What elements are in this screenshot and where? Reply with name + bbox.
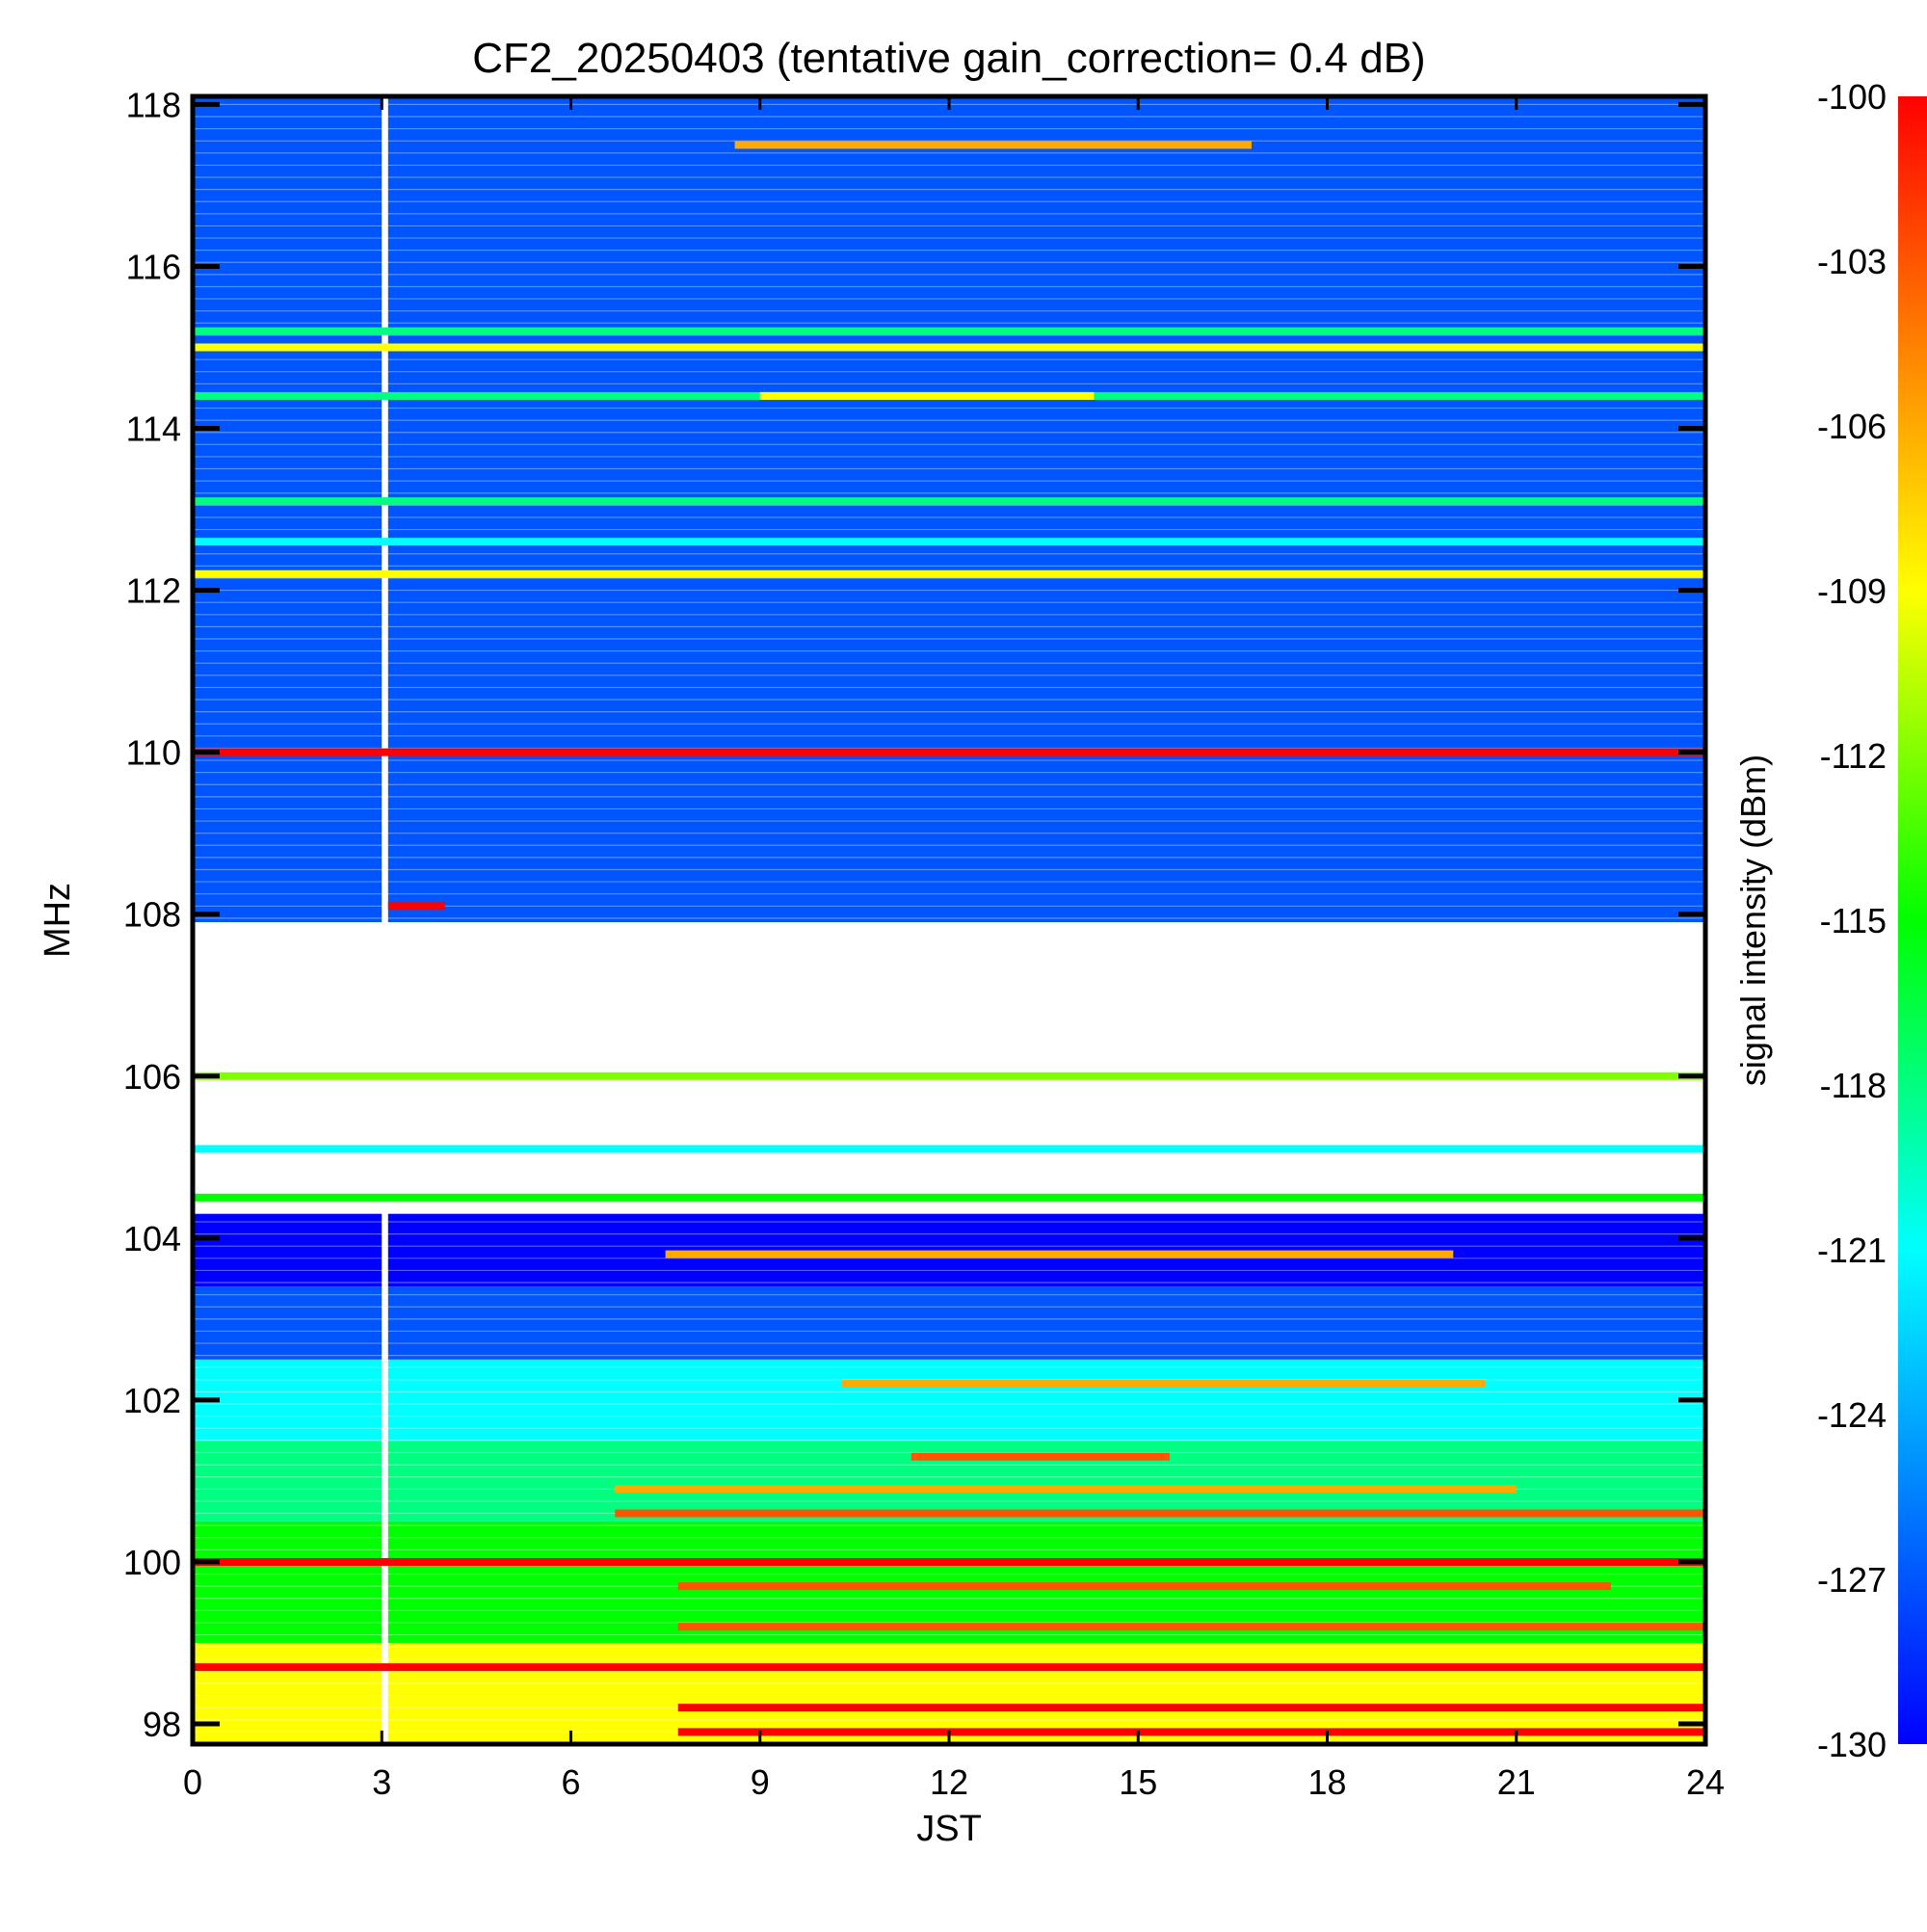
x-tick-label: 3 xyxy=(372,1762,391,1802)
y-tick-label: 110 xyxy=(126,733,181,773)
x-tick-label: 24 xyxy=(1686,1762,1725,1802)
signal-line xyxy=(734,141,1252,149)
signal-line xyxy=(615,1485,1517,1494)
signal-line xyxy=(911,1452,1170,1461)
signal-line xyxy=(665,1250,1454,1258)
data-gap xyxy=(382,96,388,1744)
signal-line xyxy=(615,1509,1705,1518)
signal-line xyxy=(193,538,1705,546)
chart-title: CF2_20250403 (tentative gain_correction=… xyxy=(472,35,1425,82)
signal-line xyxy=(387,902,445,911)
colorbar-tick-label: -127 xyxy=(1817,1560,1887,1600)
signal-line xyxy=(193,569,1705,578)
signal-line xyxy=(677,1582,1611,1591)
y-axis-label: MHz xyxy=(38,883,78,958)
x-tick-label: 15 xyxy=(1119,1762,1157,1802)
y-tick-label: 98 xyxy=(143,1705,181,1744)
colorbar-tick-label: -115 xyxy=(1820,901,1887,940)
heatmap-band xyxy=(193,96,1705,923)
signal-line xyxy=(193,343,1705,352)
y-tick-label: 112 xyxy=(126,571,181,611)
colorbar-tick-label: -100 xyxy=(1817,77,1887,117)
colorbar-tick-label: -112 xyxy=(1820,736,1887,776)
signal-line xyxy=(193,748,1705,756)
y-axis: 98 100 102 104 106 108 110 112 114 116 118 xyxy=(123,85,1705,1744)
signal-line xyxy=(193,1072,1705,1080)
x-tick-label: 18 xyxy=(1307,1762,1346,1802)
data-gap xyxy=(193,922,1705,1214)
y-tick-label: 104 xyxy=(123,1219,181,1258)
heatmap-area xyxy=(193,96,1705,1744)
heatmap-band xyxy=(193,1286,1705,1360)
colorbar xyxy=(1898,96,1927,1744)
x-tick-label: 9 xyxy=(751,1762,770,1802)
x-tick-label: 6 xyxy=(561,1762,580,1802)
signal-line xyxy=(193,1193,1705,1202)
heatmap-band xyxy=(193,1213,1705,1287)
signal-line xyxy=(193,497,1705,506)
y-tick-label: 116 xyxy=(126,247,181,286)
colorbar-tick-label: -130 xyxy=(1817,1725,1887,1764)
y-tick-label: 106 xyxy=(123,1057,181,1097)
signal-line xyxy=(677,1623,1705,1631)
colorbar-tick-label: -124 xyxy=(1817,1395,1887,1435)
y-tick-label: 118 xyxy=(126,85,181,124)
heatmap-band xyxy=(193,1521,1705,1643)
signal-line xyxy=(193,327,1705,335)
y-tick-label: 114 xyxy=(126,410,181,449)
signal-line xyxy=(193,1663,1705,1672)
x-axis: 0 3 6 9 12 15 18 21 24 xyxy=(183,96,1725,1802)
signal-line xyxy=(677,1728,1705,1736)
x-tick-label: 0 xyxy=(183,1762,202,1802)
signal-line xyxy=(193,1145,1705,1153)
y-tick-label: 102 xyxy=(123,1381,181,1420)
signal-line xyxy=(759,391,1095,400)
colorbar-ticks: -100 -103 -106 -109 -112 -115 -118 -121 -124 -127… xyxy=(1817,77,1887,1764)
signal-line xyxy=(193,1557,1705,1566)
colorbar-tick-label: -118 xyxy=(1820,1066,1887,1105)
colorbar-tick-label: -103 xyxy=(1817,242,1887,281)
signal-line xyxy=(841,1380,1486,1389)
signal-line xyxy=(677,1704,1705,1712)
colorbar-tick-label: -106 xyxy=(1817,407,1887,446)
heatmap-band xyxy=(193,1359,1705,1441)
y-tick-label: 100 xyxy=(123,1543,181,1582)
x-tick-label: 12 xyxy=(930,1762,968,1802)
colorbar-tick-label: -121 xyxy=(1817,1231,1887,1270)
colorbar-label: signal intensity (dBm) xyxy=(1733,754,1773,1086)
heatmap-band xyxy=(193,1642,1705,1744)
x-tick-label: 21 xyxy=(1497,1762,1536,1802)
y-tick-label: 108 xyxy=(123,895,181,935)
x-axis-label: JST xyxy=(916,1809,982,1849)
colorbar-tick-label: -109 xyxy=(1817,571,1887,611)
